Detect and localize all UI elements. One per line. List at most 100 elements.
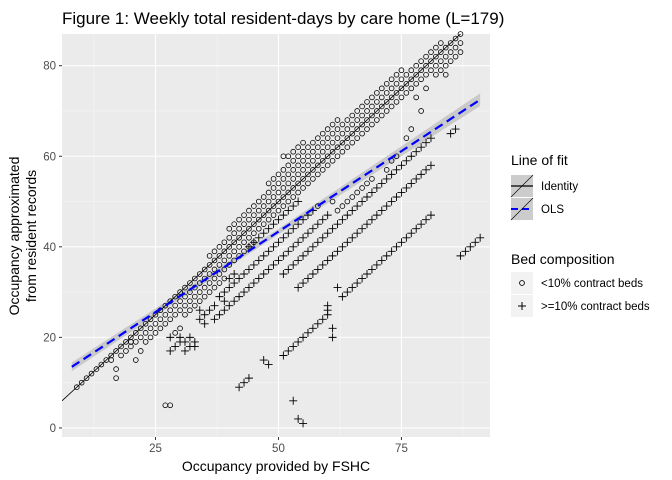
point-low-contract bbox=[359, 103, 365, 110]
point-high-contract bbox=[284, 229, 293, 238]
point-low-contract bbox=[118, 352, 124, 359]
point-low-contract bbox=[231, 221, 237, 227]
point-high-contract bbox=[299, 279, 308, 288]
point-low-contract bbox=[93, 366, 100, 372]
point-low-contract bbox=[270, 176, 277, 182]
point-high-contract bbox=[166, 346, 175, 355]
point-low-contract bbox=[354, 189, 360, 196]
point-high-contract bbox=[264, 265, 273, 274]
point-low-contract bbox=[398, 94, 405, 101]
point-high-contract bbox=[284, 346, 293, 355]
point-low-contract bbox=[295, 189, 301, 196]
point-high-contract bbox=[284, 206, 293, 215]
point-low-contract bbox=[305, 171, 311, 178]
x-tick-label: 50 bbox=[272, 443, 285, 455]
point-low-contract bbox=[270, 194, 277, 200]
point-high-contract bbox=[417, 220, 426, 229]
point-high-contract bbox=[353, 229, 362, 238]
point-low-contract bbox=[359, 112, 365, 119]
point-high-contract bbox=[254, 233, 263, 242]
point-low-contract bbox=[364, 117, 370, 123]
point-high-contract bbox=[299, 215, 308, 224]
point-high-contract bbox=[412, 147, 421, 156]
point-high-contract bbox=[471, 238, 480, 247]
point-high-contract bbox=[299, 233, 308, 242]
point-low-contract bbox=[196, 289, 203, 295]
point-low-contract bbox=[216, 244, 223, 250]
point-low-contract bbox=[192, 293, 198, 300]
legend-key-plus bbox=[518, 302, 526, 310]
point-low-contract bbox=[251, 230, 257, 237]
point-high-contract bbox=[249, 279, 258, 288]
point-low-contract bbox=[142, 320, 149, 327]
point-low-contract bbox=[438, 58, 444, 64]
point-high-contract bbox=[215, 310, 224, 319]
point-low-contract bbox=[310, 148, 316, 155]
point-low-contract bbox=[349, 139, 356, 146]
point-high-contract bbox=[318, 215, 327, 224]
point-low-contract bbox=[310, 157, 316, 164]
point-low-contract bbox=[260, 203, 267, 209]
point-low-contract bbox=[300, 185, 306, 191]
point-high-contract bbox=[294, 220, 303, 229]
point-low-contract bbox=[418, 108, 424, 114]
point-low-contract bbox=[378, 103, 385, 110]
point-low-contract bbox=[315, 203, 321, 209]
point-high-contract bbox=[348, 233, 357, 242]
point-low-contract bbox=[147, 334, 154, 341]
point-high-contract bbox=[289, 396, 298, 405]
point-low-contract bbox=[231, 230, 237, 237]
point-low-contract bbox=[374, 117, 380, 123]
point-low-contract bbox=[83, 375, 90, 381]
point-low-contract bbox=[413, 94, 420, 101]
point-low-contract bbox=[280, 203, 287, 209]
point-low-contract bbox=[241, 230, 247, 237]
point-high-contract bbox=[372, 211, 381, 220]
point-low-contract bbox=[378, 85, 385, 92]
point-high-contract bbox=[466, 242, 475, 251]
point-low-contract bbox=[275, 171, 282, 178]
point-high-contract bbox=[446, 129, 455, 138]
point-low-contract bbox=[423, 71, 429, 78]
point-high-contract bbox=[259, 229, 268, 238]
point-low-contract bbox=[251, 212, 257, 218]
point-low-contract bbox=[329, 130, 336, 137]
point-high-contract bbox=[412, 174, 421, 183]
point-low-contract bbox=[295, 180, 301, 187]
point-low-contract bbox=[226, 225, 233, 232]
point-low-contract bbox=[329, 157, 336, 164]
point-low-contract bbox=[255, 207, 262, 214]
point-high-contract bbox=[397, 238, 406, 247]
point-low-contract bbox=[344, 198, 351, 205]
point-low-contract bbox=[305, 144, 311, 151]
point-low-contract bbox=[167, 316, 174, 323]
legend-title-line-of-fit: Line of fit bbox=[511, 152, 568, 168]
point-low-contract bbox=[428, 67, 434, 74]
point-low-contract bbox=[319, 167, 326, 173]
point-low-contract bbox=[354, 126, 360, 132]
point-low-contract bbox=[452, 44, 459, 51]
point-low-contract bbox=[457, 40, 464, 46]
point-low-contract bbox=[359, 185, 365, 191]
point-low-contract bbox=[334, 135, 341, 141]
point-high-contract bbox=[382, 251, 391, 260]
point-low-contract bbox=[349, 130, 356, 137]
point-high-contract bbox=[338, 242, 347, 251]
point-low-contract bbox=[246, 225, 252, 232]
point-low-contract bbox=[383, 167, 390, 173]
point-high-contract bbox=[244, 283, 253, 292]
point-high-contract bbox=[215, 292, 224, 301]
point-low-contract bbox=[137, 325, 144, 332]
point-low-contract bbox=[246, 234, 252, 241]
x-axis-title: Occupancy provided by FSHC bbox=[182, 458, 370, 474]
point-low-contract bbox=[354, 117, 360, 123]
point-high-contract bbox=[338, 292, 347, 301]
data-points bbox=[73, 31, 485, 428]
point-low-contract bbox=[231, 248, 237, 255]
point-high-contract bbox=[303, 247, 312, 256]
point-low-contract bbox=[275, 198, 282, 205]
x-tick-label: 25 bbox=[149, 443, 162, 455]
point-low-contract bbox=[182, 302, 188, 309]
point-low-contract bbox=[88, 370, 95, 377]
point-low-contract bbox=[324, 126, 331, 132]
